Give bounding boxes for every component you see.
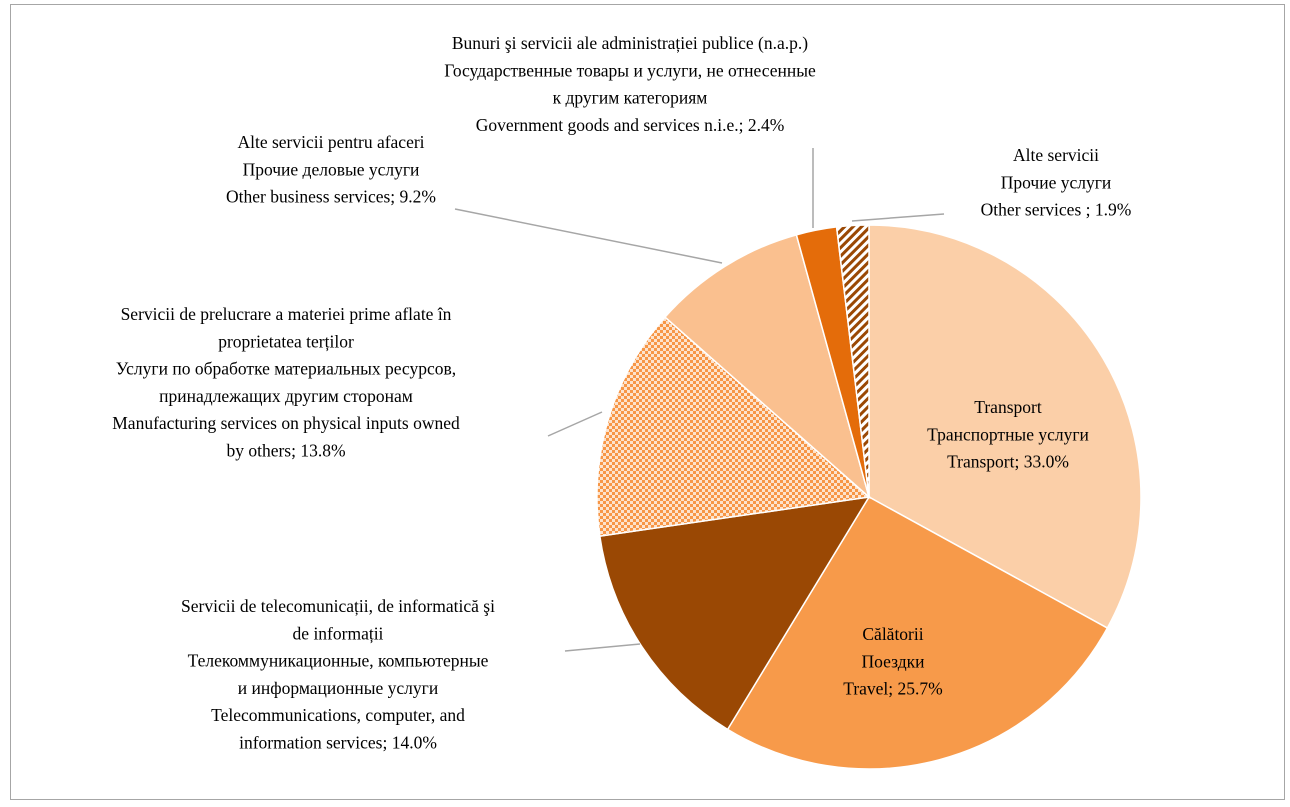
data-label: by others; 13.8% [226,441,345,461]
data-label: Прочие услуги [1001,172,1112,192]
data-label: Other business services; 9.2% [226,187,436,207]
pie-slice [868,224,1142,630]
pie-slice [663,233,871,500]
data-label: Alte servicii [1013,145,1099,165]
leader-line [564,643,641,652]
data-label: Bunuri şi servicii ale administrației pu… [452,33,808,53]
data-label: Transport; 33.0% [947,452,1069,472]
data-label: Călătorii [862,624,923,644]
data-label: Transport [974,397,1042,417]
pie-slice [598,496,871,731]
data-label: de informații [293,623,384,643]
data-label: Government goods and services n.i.e.; 2.… [476,115,785,135]
data-label: Транспортные услуги [927,424,1089,444]
leader-line [547,411,603,437]
data-label: к другим категориям [553,88,708,108]
pie-slice [726,495,1109,770]
data-label: information services; 14.0% [239,733,437,753]
data-label: и информационные услуги [238,678,438,698]
pie-slice [835,224,870,498]
data-label: принадлежащих другим сторонам [159,386,413,406]
data-label: Manufacturing services on physical input… [112,413,460,433]
data-label: proprietatea terților [218,331,354,351]
data-label: Servicii de telecomunicații, de informat… [181,596,495,616]
data-label: Услуги по обработке материальных ресурсо… [116,359,456,379]
data-label: Прочие деловые услуги [243,159,420,179]
data-label: Телекоммуникационные, компьютерные [188,651,489,671]
data-label: Telecommunications, computer, and [211,705,465,725]
leader-line [851,213,945,222]
data-label: Alte servicii pentru afaceri [237,132,424,152]
leader-line [454,208,723,264]
data-label: Other services ; 1.9% [981,200,1132,220]
data-label: Servicii de prelucrare a materiei prime … [121,304,452,324]
data-label: Travel; 25.7% [843,679,943,699]
data-label: Государственные товары и услуги, не отне… [444,60,816,80]
pie-slice [596,316,871,538]
data-label: Поездки [862,651,925,671]
